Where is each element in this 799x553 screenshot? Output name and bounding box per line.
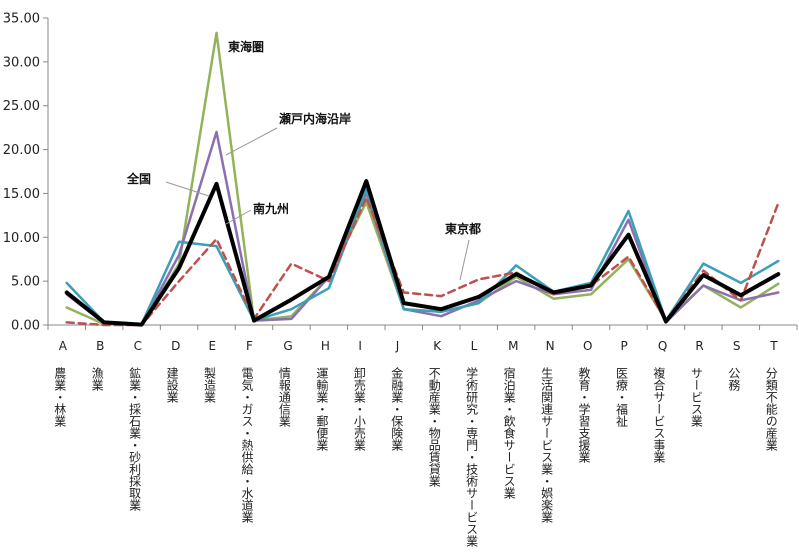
x-category-name: 金融業・保険業 [390, 366, 404, 451]
y-tick-label: 35.00 [3, 12, 40, 27]
x-category-name: 公務 [727, 367, 741, 392]
x-category-letter: Q [658, 339, 667, 353]
x-category-name: 農業・林業 [53, 367, 67, 427]
series-line-1 [65, 130, 780, 326]
x-axis: A 農業・林業 B 漁業 C 鉱業・採石業・砂利採取業 D 建設業 E 製造業 F 電気・ガス・熱供給… [47, 324, 798, 547]
x-category-letter: T [769, 339, 778, 353]
x-category-name: 卸売業・小売業 [352, 366, 366, 451]
x-category-name: 漁業 [90, 367, 104, 391]
x-category-letter: P [620, 339, 627, 353]
y-tick-label: 20.00 [3, 143, 40, 158]
series-lines [64, 31, 781, 327]
y-tick-label: 25.00 [3, 99, 40, 114]
series-line-2 [65, 187, 780, 326]
x-category-name: 生活関連サービス業・娯楽業 [540, 367, 554, 523]
x-category-name: 複合サービス事業 [652, 366, 666, 463]
x-category-letter: O [583, 339, 592, 353]
x-category-letter: D [171, 339, 180, 353]
x-category-letter: F [246, 339, 253, 353]
x-category-letter: I [358, 339, 362, 353]
x-category-letter: C [134, 339, 142, 353]
y-tick-label: 5.00 [11, 275, 40, 290]
x-category-letter: N [546, 339, 555, 353]
y-tick-label: 0.00 [11, 319, 40, 334]
series-line-0 [65, 31, 780, 326]
annotation-label: 全国 [126, 171, 151, 186]
annotation-label: 東海圏 [228, 39, 264, 54]
y-tick-label: 10.00 [3, 231, 40, 246]
x-category-name: 分類不能の産業 [764, 367, 778, 451]
y-tick-label: 15.00 [3, 187, 40, 202]
x-category-letter: H [321, 339, 330, 353]
x-category-letter: E [209, 339, 217, 353]
x-category-letter: B [96, 339, 104, 353]
x-category-name: 製造業 [203, 367, 217, 403]
annotation-leader-line [459, 239, 470, 281]
annotation-leader-line [225, 127, 278, 156]
x-category-name: 教育・学習支援業 [577, 366, 591, 463]
annotation-label: 瀬戸内海沿岸 [278, 111, 351, 126]
x-category-name: 学術研究・専門・技術サービス業 [465, 366, 479, 547]
x-category-letter: M [508, 339, 518, 353]
x-category-letter: K [433, 339, 442, 353]
x-category-name: 鉱業・採石業・砂利採取業 [128, 366, 142, 511]
x-category-letter: S [733, 339, 741, 353]
annotation-leader-line [225, 209, 252, 225]
annotation-label: 南九州 [253, 201, 289, 216]
x-category-letter: L [471, 339, 478, 353]
x-category-name: サービス業 [689, 367, 703, 427]
x-category-name: 建設業 [165, 367, 179, 403]
annotation-label: 東京都 [445, 221, 481, 236]
x-category-letter: J [395, 339, 400, 353]
x-category-name: 運輸業・郵便業 [315, 367, 329, 451]
series-line-4 [64, 179, 781, 327]
x-category-name: 情報通信業 [277, 367, 291, 427]
x-category-letter: G [283, 339, 292, 353]
y-axis: 0.00 5.00 10.00 15.00 20.00 25.00 30.00 35.00 [3, 12, 49, 334]
x-category-name: 医療・福祉 [614, 367, 628, 428]
x-category-name: 宿泊業・飲食サービス業 [502, 366, 516, 499]
y-tick-label: 30.00 [3, 55, 40, 70]
annotation-leader-line [165, 181, 210, 197]
x-category-letter: R [695, 339, 703, 353]
x-category-name: 不動産業・物品賃貸業 [427, 367, 441, 487]
x-category-letter: A [59, 339, 68, 353]
x-category-name: 電気・ガス・熱供給・水道業 [240, 367, 254, 523]
